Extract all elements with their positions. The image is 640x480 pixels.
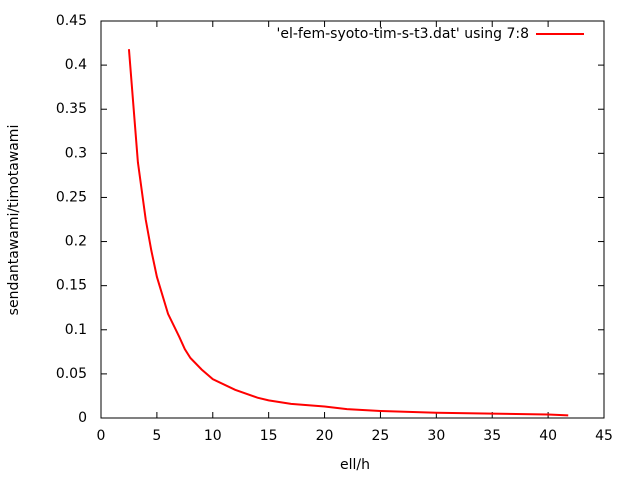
- y-tick-label: 0: [78, 410, 87, 426]
- y-tick-label: 0.05: [56, 366, 87, 382]
- x-axis-label: ell/h: [340, 457, 370, 473]
- y-axis-label: sendantawami/timotawami: [6, 125, 22, 316]
- y-tick-label: 0.3: [65, 145, 87, 161]
- y-tick-label: 0.35: [56, 101, 87, 117]
- y-tick-label: 0.25: [56, 189, 87, 205]
- x-tick-label: 35: [483, 428, 501, 444]
- y-tick-label: 0.4: [65, 57, 87, 73]
- x-tick-label: 45: [595, 428, 613, 444]
- y-tick-label: 0.2: [65, 234, 87, 250]
- plot-border: [100, 20, 605, 419]
- x-tick-label: 15: [260, 428, 278, 444]
- x-tick-label: 30: [427, 428, 445, 444]
- legend-label: 'el-fem-syoto-tim-s-t3.dat' using 7:8: [277, 26, 529, 42]
- y-tick-label: 0.45: [56, 13, 87, 29]
- x-tick-label: 0: [97, 428, 106, 444]
- x-tick-label: 10: [204, 428, 222, 444]
- y-tick-label: 0.1: [65, 322, 87, 338]
- x-tick-label: 5: [152, 428, 161, 444]
- x-tick-label: 25: [372, 428, 390, 444]
- x-tick-label: 20: [316, 428, 334, 444]
- x-tick-label: 40: [539, 428, 557, 444]
- data-line: [127, 49, 569, 417]
- y-tick-label: 0.15: [56, 278, 87, 294]
